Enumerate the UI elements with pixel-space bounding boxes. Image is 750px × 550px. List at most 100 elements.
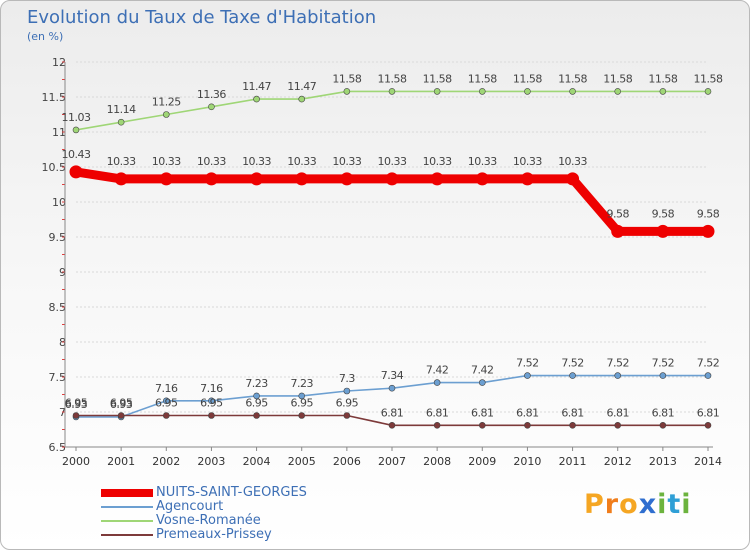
- chart-subtitle: (en %): [27, 30, 64, 43]
- logo-letter: r: [604, 489, 620, 520]
- data-label-s3: 6.81: [516, 406, 539, 419]
- data-label-s1: 6.93: [65, 398, 88, 411]
- data-label-s2: 11.03: [62, 111, 91, 124]
- data-label-s1: 7.34: [381, 369, 404, 382]
- data-point-s3: [614, 421, 622, 429]
- legend-swatch: [101, 506, 153, 508]
- legend-label: Agencourt: [156, 499, 224, 514]
- data-label-s0: 10.33: [332, 155, 361, 168]
- data-point-s3: [162, 412, 170, 419]
- data-point-s1: [659, 372, 667, 379]
- data-label-s3: 6.81: [426, 406, 449, 419]
- x-tick-label: 2005: [288, 455, 316, 468]
- data-point-s3: [117, 412, 125, 419]
- data-label-s1: 7.52: [652, 357, 675, 370]
- data-point-s3: [208, 412, 215, 419]
- data-label-s1: 6.93: [110, 398, 133, 411]
- logo-letter: x: [638, 489, 658, 520]
- data-label-s1: 7.16: [155, 382, 178, 395]
- chart-title: Evolution du Taux de Taxe d'Habitation: [27, 7, 377, 28]
- data-point-s2: [208, 103, 215, 111]
- x-tick-label: 2006: [333, 455, 361, 468]
- data-label-s2: 11.36: [197, 88, 226, 101]
- data-label-s2: 11.58: [603, 72, 632, 85]
- y-tick-label: 10.5: [42, 161, 67, 174]
- data-label-s0: 10.33: [513, 155, 542, 168]
- data-point-s1: [388, 384, 396, 392]
- x-tick-label: 2012: [604, 455, 632, 468]
- data-point-s1: [569, 372, 576, 379]
- data-label-s3: 6.95: [155, 397, 178, 410]
- data-point-s2: [117, 118, 125, 126]
- y-tick-label: 6.5: [49, 441, 67, 454]
- data-label-s3: 6.95: [65, 397, 88, 410]
- data-point-s1: [208, 397, 215, 405]
- proxiti-logo: Proxiti: [584, 489, 692, 520]
- data-point-s3: [569, 421, 576, 429]
- data-point-s2: [524, 88, 531, 95]
- data-label-s3: 6.95: [245, 397, 268, 410]
- legend-label: Vosne-Romanée: [156, 513, 261, 528]
- data-point-s2: [162, 111, 170, 118]
- data-label-s0: 10.33: [378, 155, 407, 168]
- data-point-s0: [114, 172, 128, 186]
- data-label-s3: 6.95: [110, 397, 133, 410]
- data-label-s3: 6.95: [336, 397, 359, 410]
- data-label-s2: 11.58: [558, 72, 587, 85]
- x-tick-label: 2008: [423, 455, 451, 468]
- data-point-s2: [388, 88, 396, 95]
- data-point-s3: [524, 421, 531, 429]
- data-point-s3: [704, 421, 712, 429]
- data-point-s2: [569, 88, 576, 95]
- data-label-s0: 10.33: [423, 155, 452, 168]
- data-label-s2: 11.58: [332, 72, 361, 85]
- data-point-s0: [566, 172, 580, 186]
- data-label-s3: 6.81: [561, 406, 584, 419]
- y-tick-label: 12: [52, 56, 66, 69]
- logo-letter: P: [584, 489, 605, 520]
- x-tick-label: 2010: [513, 455, 541, 468]
- data-label-s3: 6.95: [290, 397, 313, 410]
- data-point-s2: [343, 88, 351, 95]
- legend-label: NUITS-SAINT-GEORGES: [156, 485, 307, 500]
- data-label-s0: 10.33: [152, 155, 181, 168]
- data-point-s1: [704, 372, 712, 379]
- x-tick-label: 2013: [649, 455, 677, 468]
- data-label-s0: 10.33: [197, 155, 226, 168]
- y-tick-label: 10: [52, 196, 66, 209]
- data-point-s3: [388, 421, 396, 429]
- data-label-s1: 7.52: [516, 357, 539, 370]
- data-label-s2: 11.47: [287, 80, 316, 93]
- data-label-s0: 10.33: [558, 155, 587, 168]
- data-point-s0: [385, 172, 399, 186]
- x-tick-label: 2001: [107, 455, 135, 468]
- data-point-s3: [343, 412, 351, 419]
- data-point-s3: [298, 412, 306, 419]
- data-point-s3: [72, 412, 80, 419]
- data-point-s0: [159, 172, 173, 186]
- x-tick-label: 2000: [62, 455, 90, 468]
- data-point-s3: [659, 421, 667, 429]
- data-point-s2: [253, 95, 260, 103]
- data-label-s0: 9.58: [606, 207, 629, 220]
- data-point-s2: [614, 88, 622, 95]
- data-point-s2: [478, 88, 486, 95]
- logo-letter: o: [619, 489, 639, 520]
- data-point-s0: [520, 172, 534, 186]
- y-tick-label: 7.5: [49, 371, 67, 384]
- data-label-s1: 7.3: [339, 372, 355, 385]
- data-label-s1: 7.23: [290, 377, 313, 390]
- legend-item: NUITS-SAINT-GEORGES: [101, 485, 401, 500]
- data-label-s2: 11.25: [152, 96, 181, 109]
- data-label-s1: 7.16: [200, 382, 223, 395]
- data-label-s0: 9.58: [652, 207, 675, 220]
- data-point-s2: [72, 126, 80, 134]
- x-tick-label: 2011: [559, 455, 587, 468]
- data-point-s2: [433, 88, 441, 95]
- data-label-s2: 11.58: [648, 72, 677, 85]
- x-tick-label: 2002: [152, 455, 180, 468]
- y-tick-label: 11: [52, 126, 66, 139]
- data-point-s1: [524, 372, 531, 379]
- data-label-s1: 7.52: [697, 357, 720, 370]
